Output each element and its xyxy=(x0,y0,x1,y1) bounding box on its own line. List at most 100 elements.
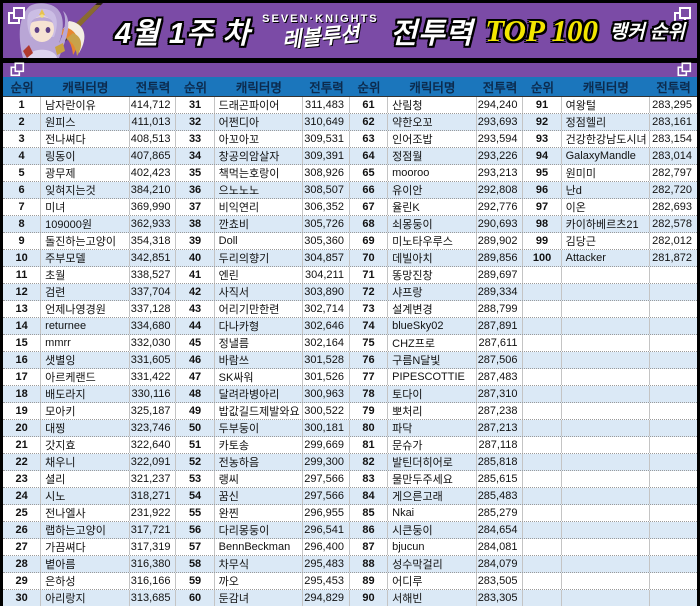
character-name-cell: 사직서 xyxy=(215,284,304,300)
power-cell: 292,808 xyxy=(477,182,524,198)
character-name-cell: 구름N달빛 xyxy=(388,352,477,368)
power-cell: 283,295 xyxy=(652,99,692,111)
rank-cell: 75 xyxy=(350,335,389,351)
character-name-cell: 바람쓰 xyxy=(215,352,304,368)
rank-cell: 66 xyxy=(350,182,389,198)
rank-cell: 94 xyxy=(523,148,562,164)
character-name-cell: 둔감녀 xyxy=(215,590,304,606)
character-name-cell: 원미미 xyxy=(562,165,651,181)
character-name-cell: 셜리 xyxy=(41,471,130,487)
game-logo-top-text: SEVEN·KNIGHTS xyxy=(262,12,379,25)
character-name-cell xyxy=(562,522,651,538)
power-cell: 299,300 xyxy=(303,454,350,470)
rank-cell: 68 xyxy=(350,216,389,232)
table-row: 28 볕아름 316,380 58 차무식 295,483 88 성수막걸리 284,079 xyxy=(3,556,697,573)
power-cell xyxy=(650,573,697,589)
rank-cell: 27 xyxy=(3,539,42,555)
table-row: 3 전나쎠다 408,513 33 아꼬아꼬 309,531 63 인어조밥 293,594 93… xyxy=(3,131,697,148)
rank-cell: 3 xyxy=(3,131,42,147)
character-name-cell: 율린K xyxy=(388,199,477,215)
character-name-cell: GalaxyMandle xyxy=(562,148,651,164)
rank-cell: 43 xyxy=(176,301,215,317)
rank-cell: 62 xyxy=(350,114,389,130)
character-name-cell: mooroo xyxy=(388,165,477,181)
power-cell: 282,578 xyxy=(652,218,692,230)
power-cell: 282,720 xyxy=(652,184,692,196)
table-row: 15 mmrr 332,030 45 정낼름 302,164 75 CHZ프로 287,611 xyxy=(3,335,697,352)
power-cell: 317,319 xyxy=(130,539,177,555)
rank-cell: 24 xyxy=(3,488,42,504)
corner-ornament-icon xyxy=(677,62,692,77)
character-name-cell: 주부모델 xyxy=(41,250,130,266)
rank-cell: 47 xyxy=(176,369,215,385)
rank-cell: 51 xyxy=(176,437,215,453)
header-power: 전투력 xyxy=(309,81,344,95)
rank-cell: 18 xyxy=(3,386,42,402)
character-name-cell: Doll xyxy=(215,233,304,249)
header-name: 캐릭터명 xyxy=(235,81,282,95)
character-name-cell: CHZ프로 xyxy=(388,335,477,351)
power-cell: 283,014 xyxy=(652,150,692,162)
header-rank: 순위 xyxy=(10,81,34,95)
character-name-cell: 다리몽둥이 xyxy=(215,522,304,538)
rank-cell: 42 xyxy=(176,284,215,300)
power-cell: 301,528 xyxy=(303,352,350,368)
table-row: 16 샛별잉 331,605 46 바람쓰 301,528 76 구름N달빛 287,506 xyxy=(3,352,697,369)
character-name-cell: 김당근 xyxy=(562,233,651,249)
power-cell xyxy=(650,352,697,368)
rank-cell: 30 xyxy=(3,590,42,606)
rank-cell: 39 xyxy=(176,233,215,249)
character-name-cell: 꿈신 xyxy=(215,488,304,504)
power-cell: 231,922 xyxy=(130,505,177,521)
rank-cell: 1 xyxy=(3,97,42,113)
power-cell xyxy=(650,471,697,487)
character-name-cell xyxy=(562,590,651,606)
power-cell: 287,891 xyxy=(477,318,524,334)
power-cell: 282,693 xyxy=(652,201,692,213)
character-name-cell: 건강한강남도시녀 xyxy=(562,131,651,147)
character-name-cell: 시노 xyxy=(41,488,130,504)
character-name-cell: 이온 xyxy=(562,199,651,215)
rank-cell: 44 xyxy=(176,318,215,334)
power-cell: 294,829 xyxy=(303,590,350,606)
corner-ornament-icon xyxy=(8,7,25,24)
rank-cell: 8 xyxy=(3,216,42,232)
power-cell xyxy=(650,488,697,504)
rank-cell: 13 xyxy=(3,301,42,317)
power-cell: 303,890 xyxy=(303,284,350,300)
power-cell: 334,680 xyxy=(130,318,177,334)
power-cell: 309,391 xyxy=(303,148,350,164)
power-cell xyxy=(650,369,697,385)
character-name-cell: bjucun xyxy=(388,539,477,555)
power-cell: 284,081 xyxy=(477,539,524,555)
decorative-strip xyxy=(3,62,697,77)
character-name-cell: 검련 xyxy=(41,284,130,300)
character-name-cell: 다나카형 xyxy=(215,318,304,334)
power-cell: 283,305 xyxy=(477,590,524,606)
table-header-row: 순위 캐릭터명 전투력 순위 캐릭터명 전투력 순위 캐릭터명 전투력 순위 캐릭터명 전투력 xyxy=(3,77,697,97)
power-cell: 310,649 xyxy=(303,114,350,130)
power-cell: 290,693 xyxy=(477,216,524,232)
character-name-cell: 아리랑지 xyxy=(41,590,130,606)
power-cell: 322,091 xyxy=(130,454,177,470)
power-cell: 289,856 xyxy=(477,250,524,266)
power-cell xyxy=(650,420,697,436)
character-name-cell: 대찡 xyxy=(41,420,130,436)
character-name-cell: 설계변경 xyxy=(388,301,477,317)
power-cell: 289,334 xyxy=(477,284,524,300)
rank-cell: 95 xyxy=(523,165,562,181)
character-name-cell: 똥망진창 xyxy=(388,267,477,283)
table-row: 23 셜리 321,237 53 랭씨 297,566 83 물만두주세요 285,615 xyxy=(3,471,697,488)
rank-cell: 17 xyxy=(3,369,42,385)
rank-cell: 87 xyxy=(350,539,389,555)
character-name-cell: 창공의암살자 xyxy=(215,148,304,164)
rank-cell xyxy=(523,335,562,351)
rank-cell: 11 xyxy=(3,267,42,283)
power-cell: 354,318 xyxy=(130,233,177,249)
page-frame: 4월 1주 차 SEVEN·KNIGHTS 레볼루션 전투력 TOP 100 랭… xyxy=(3,3,697,606)
rank-cell: 12 xyxy=(3,284,42,300)
power-cell: 287,483 xyxy=(477,369,524,385)
rank-cell: 73 xyxy=(350,301,389,317)
character-name-cell: SK싸워 xyxy=(215,369,304,385)
power-cell: 295,483 xyxy=(303,556,350,572)
